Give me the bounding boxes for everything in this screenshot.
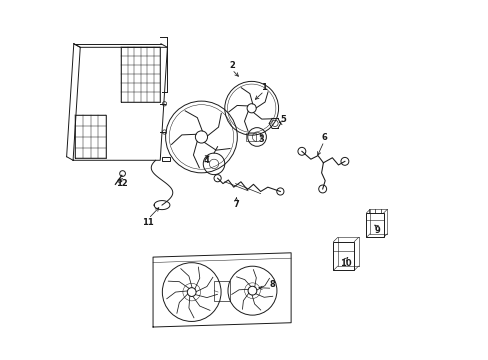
Bar xyxy=(333,242,353,270)
Text: 12: 12 xyxy=(115,179,127,188)
Text: 4: 4 xyxy=(203,156,209,165)
Text: 2: 2 xyxy=(228,62,234,71)
Bar xyxy=(246,134,255,140)
Text: 11: 11 xyxy=(142,218,154,227)
Text: 6: 6 xyxy=(321,133,326,142)
Text: 9: 9 xyxy=(374,226,380,235)
Text: 7: 7 xyxy=(233,200,239,209)
Text: 3: 3 xyxy=(258,135,264,144)
Bar xyxy=(214,281,229,301)
Text: 1: 1 xyxy=(261,83,266,92)
Text: 10: 10 xyxy=(339,259,351,268)
Bar xyxy=(162,157,169,161)
Text: 5: 5 xyxy=(280,115,285,124)
Bar xyxy=(366,213,383,237)
Text: 8: 8 xyxy=(269,280,275,289)
